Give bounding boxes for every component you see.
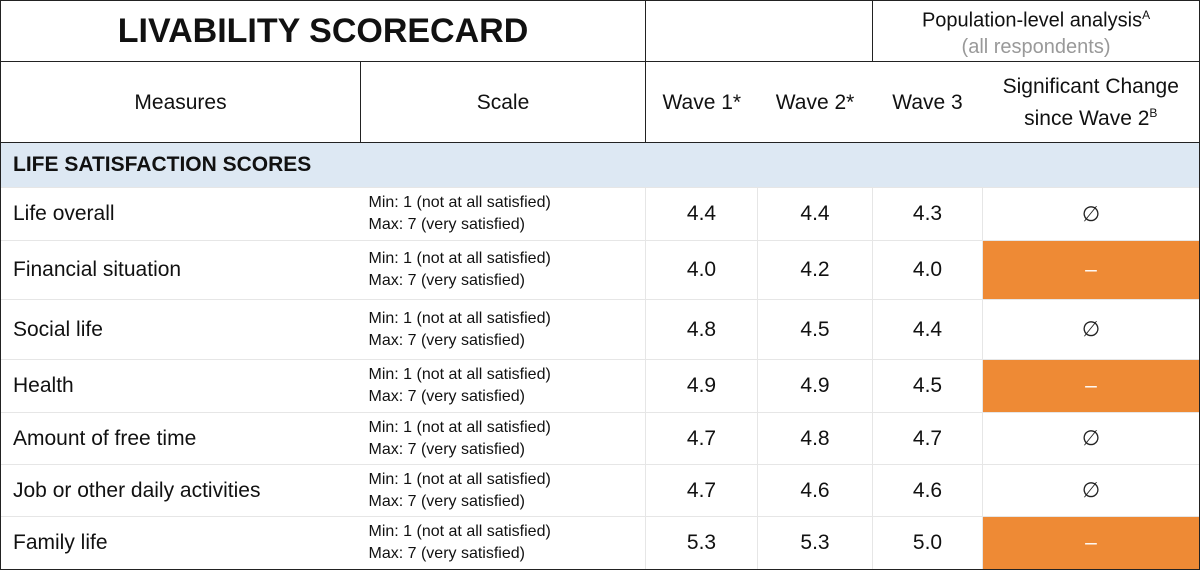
scale-max: Max: 7 (very satisfied) <box>368 331 525 349</box>
measure: Financial situation <box>0 240 361 300</box>
scale: Min: 1 (not at all satisfied) Max: 7 (ver… <box>360 240 646 300</box>
data-row: Social life Min: 1 (not at all satisfied)… <box>0 299 1200 360</box>
respondents-label: (all respondents) <box>961 35 1111 58</box>
wave3-score: 4.7 <box>872 412 983 465</box>
col-change-note: B <box>1149 105 1158 120</box>
population-label: Population-level analysisA <box>873 2 1199 34</box>
scale-min: Min: 1 (not at all satisfied) <box>368 418 551 436</box>
population-text: Population-level analysis <box>921 9 1143 32</box>
wave3-score: 4.6 <box>872 464 983 517</box>
col-wave1: Wave 1* <box>645 61 758 143</box>
wave3-score: 4.3 <box>872 187 983 241</box>
change-indicator: ∅ <box>982 187 1200 241</box>
scale-min: Min: 1 (not at all satisfied) <box>368 523 551 540</box>
col-scale: Scale <box>359 61 647 143</box>
wave2-score: 4.9 <box>757 359 873 413</box>
section-row: LIFE SATISFACTION SCORES <box>0 142 1200 188</box>
scale-min: Min: 1 (not at all satisfied) <box>368 470 551 488</box>
wave2-score: 4.4 <box>757 187 873 241</box>
scale-max: Max: 7 (very satisfied) <box>368 272 525 289</box>
wave2-score: 4.5 <box>757 299 873 360</box>
data-row: Job or other daily activities Min: 1 (not… <box>0 464 1200 517</box>
data-row: Amount of free time Min: 1 (not at all sa… <box>0 412 1200 465</box>
wave1-score: 4.7 <box>645 412 758 465</box>
change-indicator: ∅ <box>982 299 1200 360</box>
col-measures: Measures <box>0 61 361 143</box>
scale-max: Max: 7 (very satisfied) <box>368 440 525 458</box>
change-indicator: – <box>982 240 1200 300</box>
wave1-score: 4.8 <box>645 299 758 360</box>
wave2-score: 4.6 <box>757 464 873 517</box>
scale-max: Max: 7 (very satisfied) <box>368 388 525 405</box>
measure: Job or other daily activities <box>0 464 361 517</box>
measure: Health <box>0 359 361 413</box>
wave3-score: 4.5 <box>872 359 983 413</box>
col-wave3: Wave 3 <box>872 61 983 143</box>
change-indicator: ∅ <box>982 412 1200 465</box>
col-change: Significant Change since Wave 2B <box>982 61 1200 143</box>
column-header-row: Measures Scale Wave 1* Wave 2* Wave 3 Si… <box>0 61 1200 143</box>
change-indicator: ∅ <box>982 464 1200 517</box>
scale-min: Min: 1 (not at all satisfied) <box>368 309 551 327</box>
blank-cell <box>645 0 874 62</box>
scale-max: Max: 7 (very satisfied) <box>368 216 525 233</box>
population-note: A <box>1142 8 1151 23</box>
wave1-score: 4.9 <box>645 359 758 413</box>
scale-min: Min: 1 (not at all satisfied) <box>368 366 551 383</box>
measure: Social life <box>0 299 361 360</box>
col-wave2: Wave 2* <box>757 61 873 143</box>
scale-max: Max: 7 (very satisfied) <box>368 492 525 510</box>
wave2-score: 4.8 <box>757 412 873 465</box>
population-cell: Population-level analysisA (all responde… <box>872 0 1200 62</box>
scale-min: Min: 1 (not at all satisfied) <box>368 194 551 211</box>
wave1-score: 4.0 <box>645 240 758 300</box>
scale: Min: 1 (not at all satisfied) Max: 7 (ver… <box>360 412 646 465</box>
measure: Life overall <box>0 187 361 241</box>
change-indicator: – <box>982 516 1200 570</box>
scale: Min: 1 (not at all satisfied) Max: 7 (ver… <box>360 299 646 360</box>
change-indicator: – <box>982 359 1200 413</box>
wave1-score: 5.3 <box>645 516 758 570</box>
header-row: LIVABILITY SCORECARD Population-level an… <box>0 0 1200 62</box>
wave3-score: 4.4 <box>872 299 983 360</box>
wave3-score: 4.0 <box>872 240 983 300</box>
scale-max: Max: 7 (very satisfied) <box>368 545 525 562</box>
scale: Min: 1 (not at all satisfied) Max: 7 (ver… <box>360 359 646 413</box>
scale: Min: 1 (not at all satisfied) Max: 7 (ver… <box>360 464 646 517</box>
wave1-score: 4.4 <box>645 187 758 241</box>
col-change-text: Significant Change since Wave 2 <box>1002 74 1179 130</box>
data-row: Family life Min: 1 (not at all satisfied)… <box>0 516 1200 570</box>
wave1-score: 4.7 <box>645 464 758 517</box>
scale-min: Min: 1 (not at all satisfied) <box>368 250 551 267</box>
title: LIVABILITY SCORECARD <box>0 0 647 62</box>
section-title: LIFE SATISFACTION SCORES <box>0 142 1200 188</box>
scale: Min: 1 (not at all satisfied) Max: 7 (ver… <box>360 187 646 241</box>
wave3-score: 5.0 <box>872 516 983 570</box>
data-row: Health Min: 1 (not at all satisfied) Max: … <box>0 359 1200 413</box>
scale: Min: 1 (not at all satisfied) Max: 7 (ver… <box>360 516 646 570</box>
data-row: Life overall Min: 1 (not at all satisfied… <box>0 187 1200 241</box>
wave2-score: 5.3 <box>757 516 873 570</box>
measure: Amount of free time <box>0 412 361 465</box>
measure: Family life <box>0 516 361 570</box>
data-row: Financial situation Min: 1 (not at all sa… <box>0 240 1200 300</box>
wave2-score: 4.2 <box>757 240 873 300</box>
